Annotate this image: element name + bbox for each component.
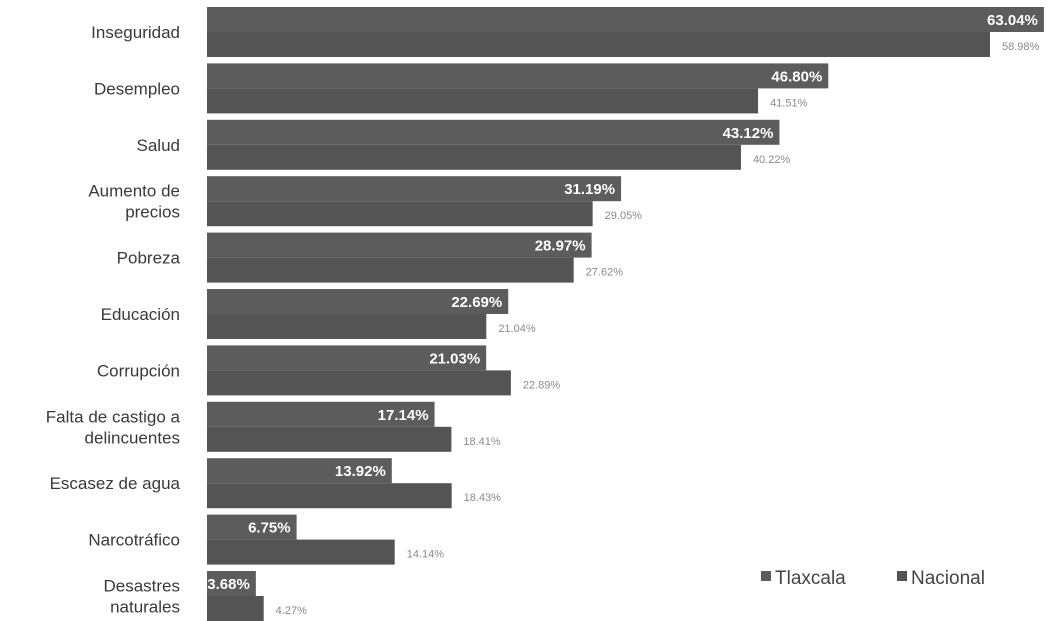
category-label: Desastres [103, 577, 180, 596]
bar-nacional [207, 426, 452, 452]
bar-tlaxcala [207, 345, 487, 371]
category-label: Falta de castigo a [46, 407, 181, 426]
bars-layer [207, 7, 1044, 621]
bar-nacional [207, 483, 452, 509]
bar-tlaxcala [207, 119, 780, 145]
data-label-tlaxcala: 3.68% [207, 576, 250, 593]
data-label-tlaxcala: 21.03% [429, 350, 480, 367]
bar-nacional [207, 32, 990, 57]
data-label-nacional: 18.41% [463, 436, 501, 448]
bar-tlaxcala [207, 7, 1044, 32]
bar-tlaxcala [207, 63, 829, 89]
category-label: Inseguridad [91, 23, 180, 42]
category-label: Salud [137, 136, 180, 155]
category-label: Desempleo [94, 79, 180, 98]
data-label-nacional: 18.43% [464, 492, 502, 504]
category-label: Escasez de agua [50, 474, 181, 493]
bar-nacional [207, 370, 511, 396]
legend-swatch-nacional [897, 571, 907, 581]
data-label-tlaxcala: 6.75% [248, 520, 291, 537]
bar-tlaxcala [207, 176, 622, 202]
category-label: Narcotráfico [88, 531, 180, 550]
data-label-tlaxcala: 43.12% [723, 125, 774, 142]
bar-nacional [207, 144, 741, 170]
legend: Tlaxcala Nacional [761, 568, 985, 589]
category-label: Educación [101, 305, 180, 324]
category-label: delincuentes [85, 428, 180, 447]
data-label-tlaxcala: 22.69% [451, 294, 502, 311]
bar-nacional [207, 88, 759, 114]
data-label-tlaxcala: 17.14% [378, 407, 429, 424]
bar-nacional [207, 257, 574, 283]
bar-nacional [207, 314, 487, 339]
labels-layer: 63.04% 58.98% Inseguridad 46.80% 41.51% Desem… [46, 12, 1040, 617]
bar-tlaxcala [207, 571, 256, 596]
bar-nacional [207, 596, 264, 621]
data-label-nacional: 29.05% [605, 210, 643, 222]
data-label-tlaxcala: 28.97% [535, 238, 586, 255]
data-label-tlaxcala: 31.19% [564, 181, 615, 198]
data-label-nacional: 58.98% [1002, 41, 1040, 53]
data-label-nacional: 41.51% [770, 97, 808, 109]
data-label-nacional: 14.14% [407, 549, 445, 561]
bar-tlaxcala [207, 401, 435, 427]
data-label-tlaxcala: 13.92% [335, 463, 386, 480]
bar-nacional [207, 201, 593, 227]
category-label: naturales [110, 598, 180, 617]
bar-tlaxcala [207, 458, 392, 484]
category-label: Corrupción [97, 361, 180, 380]
bar-tlaxcala [207, 289, 509, 314]
bar-tlaxcala [207, 232, 592, 258]
data-label-nacional: 27.62% [586, 267, 624, 279]
data-label-tlaxcala: 63.04% [987, 12, 1038, 29]
bar-tlaxcala [207, 514, 297, 540]
legend-label-tlaxcala: Tlaxcala [775, 568, 846, 589]
bar-nacional [207, 539, 395, 565]
legend-label-nacional: Nacional [911, 568, 985, 589]
data-label-tlaxcala: 46.80% [771, 68, 822, 85]
data-label-nacional: 40.22% [753, 154, 791, 166]
category-label: Pobreza [117, 249, 181, 268]
legend-swatch-tlaxcala [761, 571, 771, 581]
data-label-nacional: 21.04% [498, 323, 536, 335]
data-label-nacional: 4.27% [276, 605, 307, 617]
category-label: Aumento de [88, 182, 180, 201]
category-label: precios [125, 203, 180, 222]
data-label-nacional: 22.89% [523, 379, 561, 391]
